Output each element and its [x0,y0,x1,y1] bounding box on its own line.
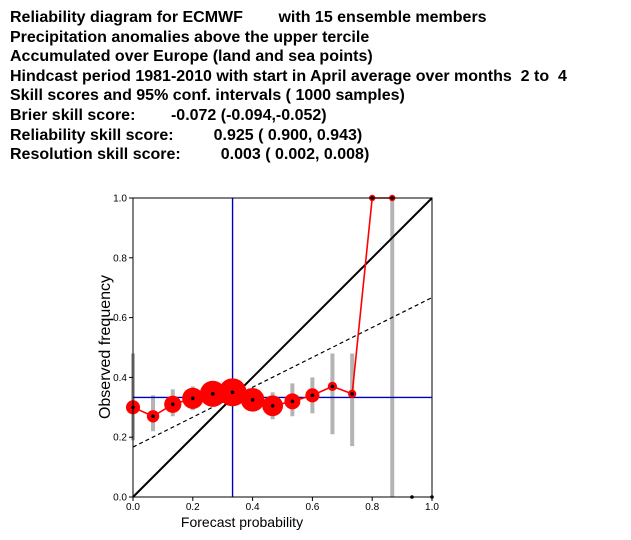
title-line-1: Reliability diagram for ECMWF with 15 en… [10,9,487,26]
reliability-skill-score: Reliability skill score: 0.925 ( 0.900, … [10,126,363,144]
reliability-point-1 [151,414,155,419]
x-tick-label-4: 0.8 [365,502,379,513]
title-line-5: Skill scores and 95% conf. intervals ( 1… [10,87,405,105]
reliability-curve-line [132,197,393,418]
reliability-point-6 [250,398,255,402]
reliability-curve-layer [132,197,393,418]
marker-layer [125,194,434,499]
reliability-point-10 [330,384,335,389]
resolution-skill-score: Resolution skill score: 0.003 ( 0.002, 0… [10,146,370,164]
x-tick-label-1: 0.2 [186,502,200,513]
perfect-reliability-line [132,197,433,498]
brier-skill-score: Brier skill score: -0.072 (-0.094,-0.052… [10,106,327,124]
reference-lines-layer [132,197,433,498]
axes-layer: 0.0 0.2 0.4 0.6 0.8 1.0 0.0 0.2 0.4 0.6 0.8 1.0 [113,194,439,514]
x-tick-label-5: 1.0 [425,502,439,513]
y-tick-label-0: 0.0 [113,493,127,504]
x-axis-label: Forecast probability [181,514,303,530]
y-axis-label: Observed frequency [97,275,114,419]
header-text: Reliability diagram for ECMWF with 15 en… [10,8,625,165]
x-tick-label-2: 0.4 [246,502,260,513]
title-line-2: Precipitation anomalies above the upper … [10,28,370,46]
confidence-intervals-layer [131,198,395,497]
y-tick-label-5: 1.0 [113,194,127,205]
title-line-3: Accumulated over Europe (land and sea po… [10,48,373,66]
no-skill-line [132,297,433,448]
reliability-point-4 [211,392,215,396]
title-line-4: Hindcast period 1981-2010 with start in … [10,67,567,85]
reliability-point-8 [290,399,295,404]
y-tick-label-4: 0.8 [113,253,127,264]
reliability-point-5 [230,390,235,395]
reliability-point-7 [270,404,275,408]
plot-frame [132,197,433,498]
reliability-point-3 [191,396,195,401]
reliability-point-9 [310,393,315,398]
y-tick-label-1: 0.2 [113,433,127,444]
y-tick-label-2: 0.4 [113,373,127,384]
y-tick-label-3: 0.6 [113,313,127,324]
reliability-point-2 [170,402,175,407]
x-tick-label-0: 0.0 [126,502,140,513]
reliability-point-11 [350,392,354,396]
x-tick-label-3: 0.6 [305,502,319,513]
